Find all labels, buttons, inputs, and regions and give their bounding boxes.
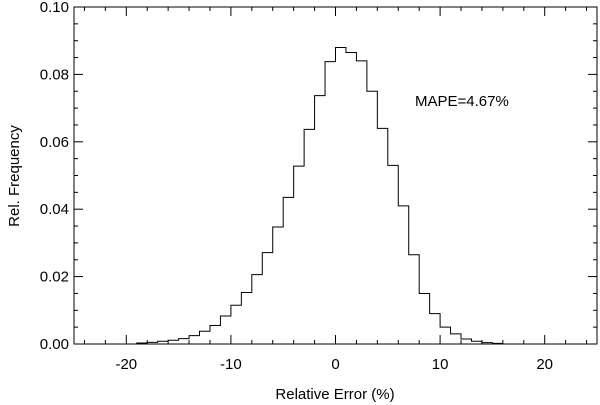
histogram-step-line	[115, 46, 556, 345]
x-axis-title: Relative Error (%)	[275, 386, 394, 403]
x-tick-label: -10	[220, 356, 242, 373]
y-tick-label: 0.04	[40, 201, 69, 218]
x-tick-label: 0	[331, 356, 339, 373]
y-tick-label: 0.06	[40, 134, 69, 151]
x-tick-label: -20	[115, 356, 137, 373]
y-axis-title: Rel. Frequency	[6, 125, 23, 227]
x-tick-label: 20	[536, 356, 553, 373]
y-tick-label: 0.00	[40, 336, 69, 353]
y-tick-label: 0.08	[40, 66, 69, 83]
mape-annotation: MAPE=4.67%	[415, 93, 509, 110]
x-tick-label: 10	[432, 356, 449, 373]
tick-labels: -20 -10 0 10 20 0.00 0.02 0.04 0.06 0.08 0.10	[40, 0, 553, 373]
tick-marks	[74, 6, 597, 345]
y-tick-label: 0.02	[40, 269, 69, 286]
y-tick-label: 0.10	[40, 0, 69, 16]
